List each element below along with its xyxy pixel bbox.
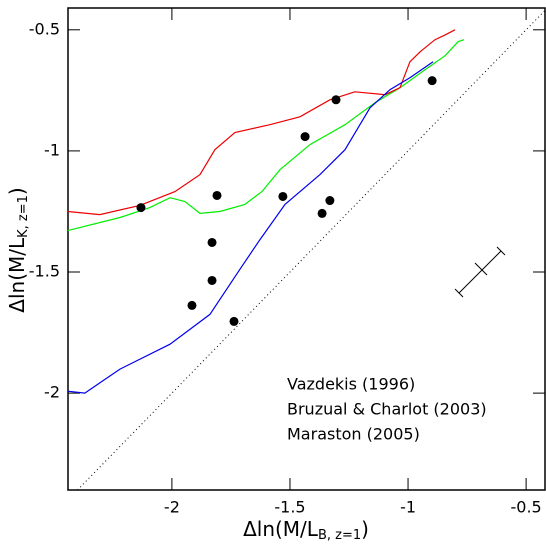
x-tick-label: -1.5 bbox=[274, 498, 305, 517]
data-point bbox=[207, 237, 217, 247]
x-label-main: Δln(M/L bbox=[243, 517, 319, 541]
model-line bbox=[67, 29, 456, 216]
data-point bbox=[212, 190, 222, 200]
data-point bbox=[331, 95, 341, 105]
model-line bbox=[67, 61, 434, 394]
model-line bbox=[67, 39, 465, 232]
data-point bbox=[325, 196, 335, 206]
data-point bbox=[229, 316, 239, 326]
y-tick-label: -1 bbox=[44, 140, 60, 159]
x-axis-label: Δln(M/LB, z=1) bbox=[243, 517, 369, 543]
legend-label: Maraston (2005) bbox=[287, 425, 420, 444]
data-point bbox=[187, 300, 197, 310]
y-axis-label: Δln(M/LK, z=1) bbox=[5, 187, 31, 312]
data-point bbox=[300, 132, 310, 142]
x-tick-label: -0.5 bbox=[510, 498, 541, 517]
legend-label: Vazdekis (1996) bbox=[287, 375, 415, 394]
y-label-close: ) bbox=[5, 187, 29, 195]
legend-label: Bruzual & Charlot (2003) bbox=[287, 400, 487, 419]
x-label-close: ) bbox=[361, 517, 369, 541]
x-tick-label: -2 bbox=[164, 498, 180, 517]
data-point bbox=[136, 203, 146, 213]
data-point bbox=[207, 275, 217, 285]
y-tick-label: -0.5 bbox=[29, 19, 60, 38]
y-label-main: Δln(M/L bbox=[5, 237, 29, 313]
data-point bbox=[278, 191, 288, 201]
x-tick-label: -1 bbox=[400, 498, 416, 517]
y-tick-label: -2 bbox=[44, 383, 60, 402]
y-tick-label: -1.5 bbox=[29, 262, 60, 281]
plot-frame bbox=[67, 7, 546, 491]
y-label-sub: K, z=1 bbox=[16, 195, 31, 238]
x-label-sub: B, z=1 bbox=[318, 528, 361, 543]
data-point bbox=[427, 76, 437, 86]
data-point bbox=[317, 208, 327, 218]
error-bar bbox=[454, 246, 506, 298]
